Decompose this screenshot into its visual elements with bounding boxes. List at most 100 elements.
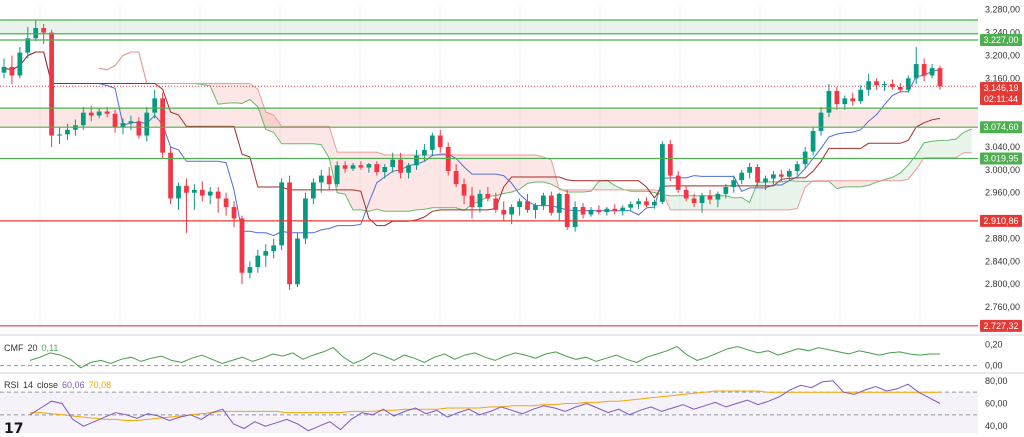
candle-body [692, 198, 697, 203]
candle-body [470, 196, 475, 207]
cloud-segment [504, 155, 512, 193]
candle-body [906, 78, 911, 89]
candle-body [668, 144, 673, 175]
candle-body [723, 187, 728, 194]
candle-body [216, 192, 221, 199]
candle-body [628, 204, 633, 207]
cloud-segment [853, 181, 861, 187]
candle-body [533, 205, 538, 210]
candle-body [478, 194, 483, 207]
candle-body [811, 131, 816, 152]
candle-body [700, 196, 705, 203]
candle-body [731, 180, 736, 187]
candle-body [97, 112, 102, 116]
candle-body [176, 186, 181, 199]
candle-body [152, 98, 157, 112]
zone-box [0, 20, 978, 34]
candle-body [684, 190, 689, 199]
cmf-tick-label: 0,00 [985, 361, 1003, 371]
cloud-segment [528, 155, 536, 183]
cloud-segment [305, 126, 313, 143]
cmf-line [30, 347, 940, 368]
candle-body [41, 28, 46, 33]
cloud-segment [369, 152, 377, 211]
level-label: 3.074,60 [983, 122, 1018, 132]
price-tick-label: 2.880,00 [985, 233, 1020, 243]
cloud-segment [226, 83, 234, 103]
cloud-segment [940, 140, 948, 158]
cloud-segment [742, 197, 750, 209]
candle-body [779, 174, 784, 176]
candle-body [2, 67, 7, 73]
candle-body [708, 196, 713, 200]
cloud-segment [845, 181, 853, 187]
countdown-badge: 02:11:44 [980, 93, 1022, 105]
candle-body [367, 164, 372, 167]
candle-body [462, 184, 467, 195]
price-tick-label: 2.760,00 [985, 302, 1020, 312]
candle-body [549, 196, 554, 213]
candle-body [129, 121, 134, 123]
candle-body [842, 98, 847, 104]
cloud-segment [932, 141, 940, 158]
tradingview-logo-icon: 17 [4, 421, 23, 437]
candle-body [604, 209, 609, 212]
cloud-segment [543, 157, 551, 184]
cloud-segment [290, 126, 298, 143]
candle-body [620, 208, 625, 211]
level-label: 2.910,86 [983, 216, 1018, 226]
candle-body [795, 164, 800, 171]
candle-body [763, 178, 768, 182]
candle-body [803, 152, 808, 165]
candle-body [493, 198, 498, 209]
candle-body [612, 209, 617, 211]
rsi-tick-label: 60,00 [985, 399, 1008, 409]
candle-body [232, 207, 237, 218]
price-tick-label: 3.200,00 [985, 50, 1020, 60]
candle-body [898, 87, 903, 90]
candle-body [517, 201, 522, 207]
cloud-segment [297, 126, 305, 143]
candle-body [922, 64, 927, 75]
candle-body [335, 165, 340, 184]
candle-body [541, 196, 546, 206]
candle-body [160, 98, 165, 152]
price-tick-label: 2.960,00 [985, 188, 1020, 198]
candle-body [57, 134, 62, 135]
candle-body [636, 201, 641, 204]
candle-body [644, 201, 649, 205]
cloud-segment [353, 152, 361, 210]
cloud-segment [313, 126, 321, 144]
level-label: 3.019,95 [983, 153, 1018, 163]
cloud-segment [924, 141, 932, 158]
candle-body [287, 182, 292, 284]
candle-body [874, 81, 879, 85]
level-label: 3.227,00 [983, 35, 1018, 45]
candle-body [255, 256, 260, 267]
candle-body [501, 210, 506, 215]
candle-body [858, 90, 863, 101]
candle-body [121, 123, 126, 127]
candle-body [113, 114, 118, 127]
price-tick-label: 3.040,00 [985, 142, 1020, 152]
candle-body [771, 174, 776, 178]
candle-body [144, 113, 149, 136]
candle-body [509, 207, 514, 214]
candle-body [755, 167, 760, 182]
cloud-segment [773, 182, 781, 210]
candle-body [914, 64, 919, 78]
cmf-tick-label: 0,20 [985, 339, 1003, 349]
candle-body [271, 245, 276, 251]
candle-body [208, 192, 213, 196]
candle-body [295, 238, 300, 284]
candle-body [303, 198, 308, 238]
candle-body [850, 98, 855, 101]
cloud-segment [734, 197, 742, 209]
candle-body [224, 198, 229, 207]
price-tick-label: 2.800,00 [985, 279, 1020, 289]
candle-body [184, 186, 189, 193]
candle-body [105, 112, 110, 114]
